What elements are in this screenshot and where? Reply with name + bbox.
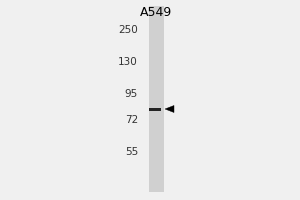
Text: 55: 55 [125,147,138,157]
Text: 130: 130 [118,57,138,67]
Text: 72: 72 [125,115,138,125]
Bar [148,108,160,110]
Text: A549: A549 [140,5,172,19]
Text: 95: 95 [125,89,138,99]
Bar [148,6,164,192]
Polygon shape [165,106,174,112]
Text: 250: 250 [118,25,138,35]
